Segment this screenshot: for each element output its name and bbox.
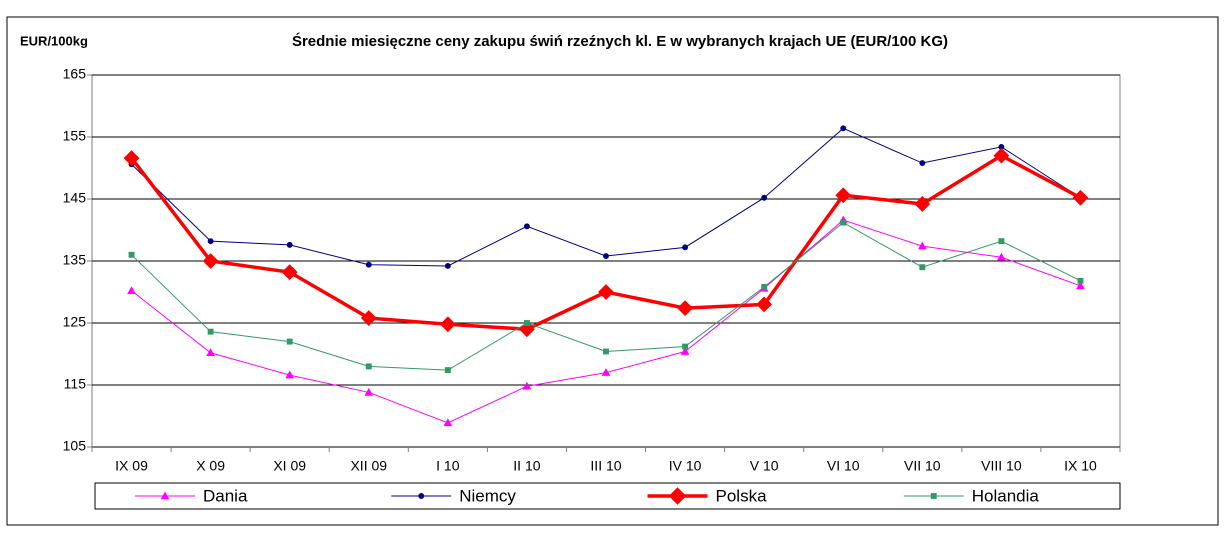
marker xyxy=(680,346,690,355)
x-tick-label: III 10 xyxy=(590,458,621,474)
x-tick-label: I 10 xyxy=(436,458,460,474)
legend-label: Dania xyxy=(203,486,248,505)
marker xyxy=(601,368,611,376)
marker xyxy=(761,284,768,290)
x-tick-label: XI 09 xyxy=(273,458,306,474)
marker xyxy=(365,363,372,370)
marker xyxy=(123,150,140,166)
y-tick-label: 105 xyxy=(63,438,87,454)
marker xyxy=(443,418,453,427)
marker xyxy=(930,493,937,499)
marker xyxy=(835,187,852,204)
marker xyxy=(364,387,374,396)
x-tick-label: VII 10 xyxy=(904,458,941,474)
chart-frame xyxy=(6,16,1219,526)
marker xyxy=(1076,281,1085,290)
marker xyxy=(677,300,693,317)
x-tick-label: VI 10 xyxy=(827,458,860,474)
marker xyxy=(365,261,372,268)
marker xyxy=(523,320,530,326)
marker xyxy=(439,316,456,333)
y-tick-label: 125 xyxy=(63,314,87,330)
marker xyxy=(286,241,293,248)
marker xyxy=(281,264,298,281)
x-tick-label: X 09 xyxy=(196,458,225,474)
marker xyxy=(668,487,687,505)
marker xyxy=(206,348,215,357)
marker xyxy=(1077,277,1084,284)
marker xyxy=(207,328,214,335)
marker xyxy=(519,321,535,338)
marker xyxy=(993,147,1010,164)
y-axis-label: EUR/100kg xyxy=(20,33,88,48)
y-tick-label: 165 xyxy=(63,66,87,82)
marker xyxy=(756,296,773,313)
marker xyxy=(127,286,136,295)
marker xyxy=(914,196,931,212)
marker xyxy=(444,367,451,374)
marker xyxy=(682,244,689,251)
x-tick-label: V 10 xyxy=(750,458,779,474)
x-tick-label: IV 10 xyxy=(669,458,702,474)
y-tick-label: 155 xyxy=(63,128,87,144)
y-tick-label: 145 xyxy=(63,190,87,206)
legend-box xyxy=(94,482,1121,510)
marker xyxy=(682,343,689,350)
marker xyxy=(598,284,614,300)
marker xyxy=(997,252,1006,261)
marker xyxy=(202,253,219,269)
marker xyxy=(761,194,768,201)
y-tick-label: 115 xyxy=(64,376,87,392)
marker xyxy=(160,491,170,500)
marker xyxy=(418,493,425,499)
marker xyxy=(207,238,214,245)
marker xyxy=(917,241,927,250)
marker xyxy=(285,370,295,379)
marker xyxy=(998,238,1005,245)
marker xyxy=(444,263,451,269)
marker xyxy=(522,381,532,390)
x-tick-label: IX 10 xyxy=(1064,458,1097,474)
marker xyxy=(603,253,609,259)
marker xyxy=(360,310,377,326)
x-tick-label: II 10 xyxy=(513,458,540,474)
chart-title: Średnie miesięczne ceny zakupu świń rzeź… xyxy=(292,32,948,50)
legend-label: Holandia xyxy=(972,486,1040,505)
marker xyxy=(523,223,530,230)
x-tick-label: VIII 10 xyxy=(981,458,1022,474)
y-tick-label: 135 xyxy=(63,252,87,268)
marker xyxy=(603,348,609,355)
marker xyxy=(919,160,926,166)
marker xyxy=(286,338,293,345)
marker xyxy=(919,264,926,271)
x-tick-label: IX 09 xyxy=(115,458,148,474)
marker xyxy=(840,125,847,132)
x-tick-label: XII 09 xyxy=(350,458,387,474)
marker xyxy=(128,251,135,258)
legend-label: Niemcy xyxy=(459,486,516,505)
marker xyxy=(840,219,847,226)
marker xyxy=(1072,189,1089,206)
legend-label: Polska xyxy=(716,486,768,505)
